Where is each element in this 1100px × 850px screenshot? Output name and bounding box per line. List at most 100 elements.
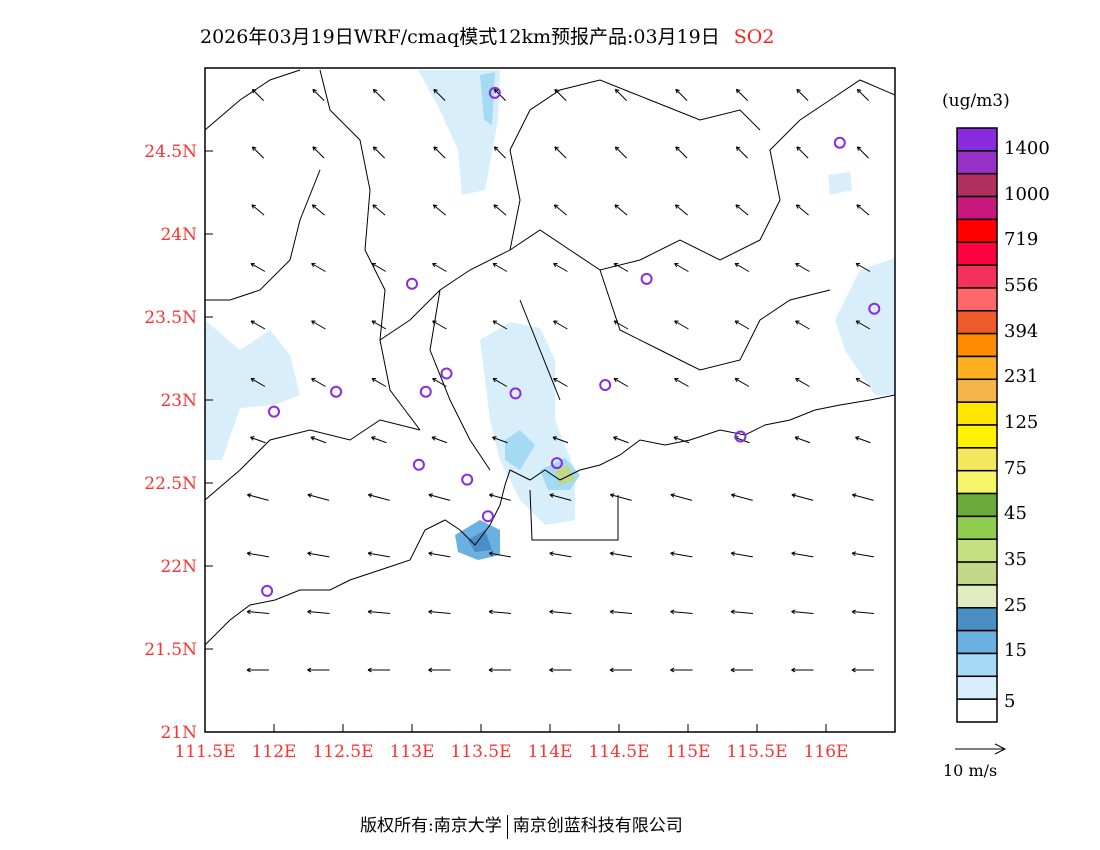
colorbar-swatch <box>956 607 998 632</box>
wind-arrow <box>730 667 753 673</box>
wind-arrow <box>614 204 628 216</box>
wind-arrow <box>492 263 508 272</box>
conc-area <box>828 172 852 195</box>
wind-arrow <box>488 609 512 615</box>
wind-arrow <box>613 263 629 272</box>
wind-arrow <box>492 436 508 444</box>
station-marker <box>330 385 343 398</box>
x-tick-label: 112E <box>252 742 297 762</box>
title-text: 2026年03月19日WRF/cmaq模式12km预报产品:03月19日 <box>200 26 720 48</box>
wind-arrow <box>493 146 507 159</box>
wind-arrow <box>371 378 387 387</box>
wind-arrow <box>554 146 567 159</box>
wind-arrow <box>250 320 266 330</box>
wind-arrow <box>791 667 814 673</box>
wind-arrow <box>432 320 447 330</box>
colorbar-label: 35 <box>1004 549 1027 571</box>
wind-arrow <box>492 378 508 387</box>
wind-arrow <box>552 436 569 444</box>
wind-vectors <box>246 88 875 673</box>
wind-arrow <box>609 667 632 673</box>
wind-arrow <box>791 493 814 501</box>
wind-arrow <box>670 493 693 501</box>
wind-arrow <box>795 320 810 330</box>
wind-arrow <box>553 378 568 387</box>
wind-arrow <box>731 493 753 501</box>
wind-arrow <box>674 378 689 387</box>
station-marker <box>440 367 453 380</box>
station-marker <box>419 385 432 398</box>
wind-arrow <box>796 146 809 159</box>
colorbar-swatch <box>956 401 998 426</box>
hk-boundary <box>529 489 619 541</box>
map-title: 2026年03月19日WRF/cmaq模式12km预报产品:03月19日 SO2 <box>200 22 774 49</box>
colorbar-swatch <box>956 675 998 700</box>
colorbar-label: 25 <box>1004 594 1027 616</box>
wind-arrow <box>549 493 572 501</box>
colorbar-swatch <box>956 127 998 152</box>
wind-arrow <box>675 88 688 102</box>
wind-arrow <box>371 436 387 444</box>
station-marker <box>833 136 846 149</box>
wind-arrow <box>246 667 269 673</box>
x-tick-label: 111.5E <box>174 742 235 762</box>
wind-arrow <box>371 320 387 330</box>
wind-arrow <box>856 88 870 102</box>
colorbar-swatch <box>956 172 998 198</box>
wind-arrow <box>674 263 689 272</box>
wind-arrow <box>488 667 511 673</box>
colorbar <box>956 127 998 723</box>
wind-arrow <box>368 493 390 501</box>
wind-arrow <box>310 436 327 444</box>
wind-arrow <box>431 436 448 444</box>
wind-arrow <box>311 204 325 216</box>
station-marker <box>461 473 474 486</box>
wind-arrow <box>730 609 754 615</box>
colorbar-label: 5 <box>1004 690 1016 712</box>
colorbar-swatch <box>956 584 998 609</box>
station-marker <box>488 86 501 99</box>
wind-arrow <box>307 493 330 501</box>
wind-arrow <box>670 667 693 673</box>
colorbar-label: 231 <box>1004 366 1039 388</box>
wind-arrow <box>673 436 690 444</box>
copyright-footer: 版权所有:南京大学 南京创蓝科技有限公司 <box>360 811 683 839</box>
wind-arrow <box>488 551 511 558</box>
colorbar-swatch <box>956 241 998 266</box>
wind-arrow <box>855 263 871 272</box>
coastline <box>204 394 896 646</box>
wind-arrow <box>250 263 266 272</box>
wind-arrow <box>372 88 386 102</box>
footer-right: 南京创蓝科技有限公司 <box>512 816 683 836</box>
station-marker <box>734 430 747 443</box>
conc-area <box>505 430 535 470</box>
conc-area <box>418 70 500 195</box>
wind-arrow <box>367 667 390 673</box>
y-tick-label: 24.5N <box>144 142 197 162</box>
wind-arrow <box>367 609 391 615</box>
wind-arrow <box>851 551 874 558</box>
wind-arrow <box>674 320 689 330</box>
wind-arrow <box>851 609 875 615</box>
wind-arrow <box>670 609 693 615</box>
colorbar-swatch <box>956 652 998 678</box>
conc-area <box>480 322 575 525</box>
wind-arrow <box>609 551 632 558</box>
x-tick-label: 114.5E <box>588 742 649 762</box>
wind-arrow <box>246 609 270 615</box>
colorbar-swatch <box>956 332 998 358</box>
wind-arrow <box>251 204 265 216</box>
wind-arrow <box>795 263 810 272</box>
wind-arrow <box>372 204 386 216</box>
wind-arrow <box>735 88 749 102</box>
colorbar-swatch <box>956 492 998 518</box>
colorbar-swatch <box>956 310 998 335</box>
wind-arrow <box>307 667 330 673</box>
wind-arrow <box>432 263 447 272</box>
colorbar-swatch <box>956 195 998 221</box>
wind-arrow <box>734 263 750 272</box>
x-tick-label: 113E <box>390 742 435 762</box>
colorbar-label: 556 <box>1004 274 1039 296</box>
colorbar-swatch <box>956 355 998 381</box>
wind-arrow <box>554 88 567 102</box>
